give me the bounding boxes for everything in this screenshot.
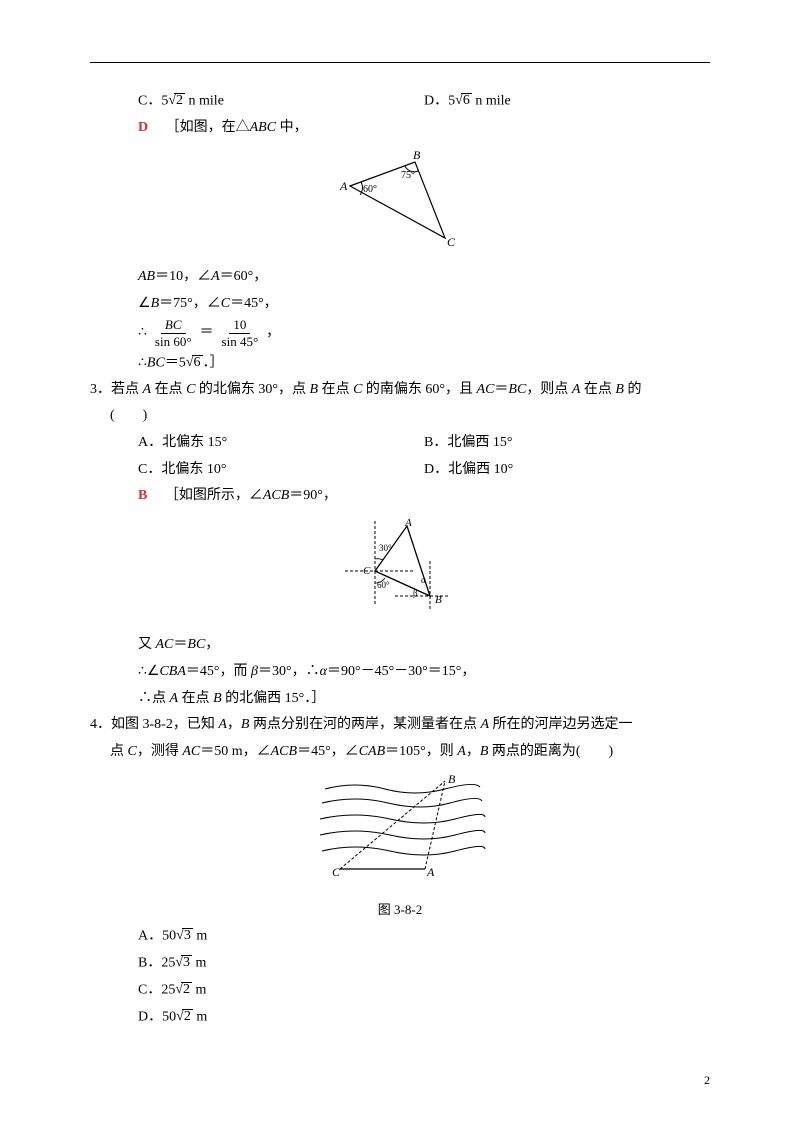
q3-stem: 3．若点 A 在点 C 的北偏东 30°，点 B 在点 C 的南偏东 60°，且… (90, 377, 710, 404)
q4-stem1: 4．如图 3-8-2，已知 A，B 两点分别在河的两岸，某测量者在点 A 所在的… (90, 712, 710, 739)
q2-figure: A B C 60° 75° (90, 148, 710, 259)
svg-text:C: C (332, 865, 341, 879)
q4-caption: 图 3-8-2 (90, 898, 710, 923)
diagram-acb-svg: A C B 30° 60° α β (335, 516, 465, 616)
svg-text:C: C (363, 565, 371, 577)
q4-figure: C A B (90, 771, 710, 892)
q3-sol4: ∴点 A 在点 B 的北偏西 15°．］ (90, 686, 710, 713)
q2-options-cd: C．5√2 n mile D．5√6 n mile (90, 88, 710, 115)
q4-option-a: A．50√3 m (90, 923, 710, 950)
q2-option-d: D．5√6 n mile (424, 88, 710, 115)
q2-answer: D (138, 120, 148, 135)
q2-sol5: ∴BC＝5√6．］ (90, 350, 710, 377)
page-content: C．5√2 n mile D．5√6 n mile D ［如图，在△ABC 中，… (90, 60, 710, 1031)
svg-text:α: α (421, 575, 426, 585)
q3-sol-text1: ［如图所示，∠ACB＝90°， (165, 488, 337, 503)
q4-option-d: D．50√2 m (90, 1004, 710, 1031)
q3-option-c: C．北偏东 10° (138, 457, 424, 484)
q3-option-d: D．北偏西 10° (424, 457, 710, 484)
q4-stem2: 点 C，测得 AC＝50 m，∠ACB＝45°，∠CAB＝105°，则 A，B … (90, 739, 710, 766)
q3-sol3: ∴∠CBA＝45°，而 β＝30°，∴α＝90°－45°－30°＝15°， (90, 659, 710, 686)
q2-sol4: ∴ BCsin 60° ＝ 10sin 45° ， (90, 317, 710, 349)
page-top-rule (90, 62, 710, 63)
svg-text:60°: 60° (363, 184, 377, 195)
q3-sol2: 又 AC＝BC， (90, 632, 710, 659)
svg-text:B: B (413, 148, 421, 162)
svg-text:C: C (447, 235, 456, 248)
q4-option-b: B．25√3 m (90, 950, 710, 977)
q3-options-cd: C．北偏东 10° D．北偏西 10° (90, 457, 710, 484)
q3-option-a: A．北偏东 15° (138, 430, 424, 457)
q2-sol-text1: ［如图，在△ABC 中， (166, 120, 308, 135)
q3-answer: B (138, 488, 147, 503)
svg-text:60°: 60° (377, 580, 390, 590)
q3-figure: A C B 30° 60° α β (90, 516, 710, 627)
svg-text:A: A (426, 865, 435, 879)
svg-text:A: A (404, 517, 412, 529)
svg-text:75°: 75° (401, 170, 415, 181)
svg-text:A: A (339, 179, 348, 193)
q3-solution-line1: B ［如图所示，∠ACB＝90°， (90, 483, 710, 510)
q4-option-c: C．25√2 m (90, 977, 710, 1004)
svg-text:β: β (413, 588, 418, 598)
page-number: 2 (704, 1069, 710, 1092)
svg-text:B: B (435, 594, 442, 606)
q2-solution-line1: D ［如图，在△ABC 中， (90, 115, 710, 142)
triangle-abc-svg: A B C 60° 75° (325, 148, 475, 248)
q3-stem-paren: ( ) (90, 403, 710, 430)
q2-sol3: ∠B＝75°，∠C＝45°， (90, 291, 710, 318)
svg-text:B: B (448, 772, 456, 786)
q3-options-ab: A．北偏东 15° B．北偏西 15° (90, 430, 710, 457)
svg-text:30°: 30° (379, 543, 392, 553)
river-svg: C A B (310, 771, 490, 881)
q3-option-b: B．北偏西 15° (424, 430, 710, 457)
q2-option-c: C．5√2 n mile (138, 88, 424, 115)
q2-sol2: AB＝10，∠A＝60°， (90, 264, 710, 291)
